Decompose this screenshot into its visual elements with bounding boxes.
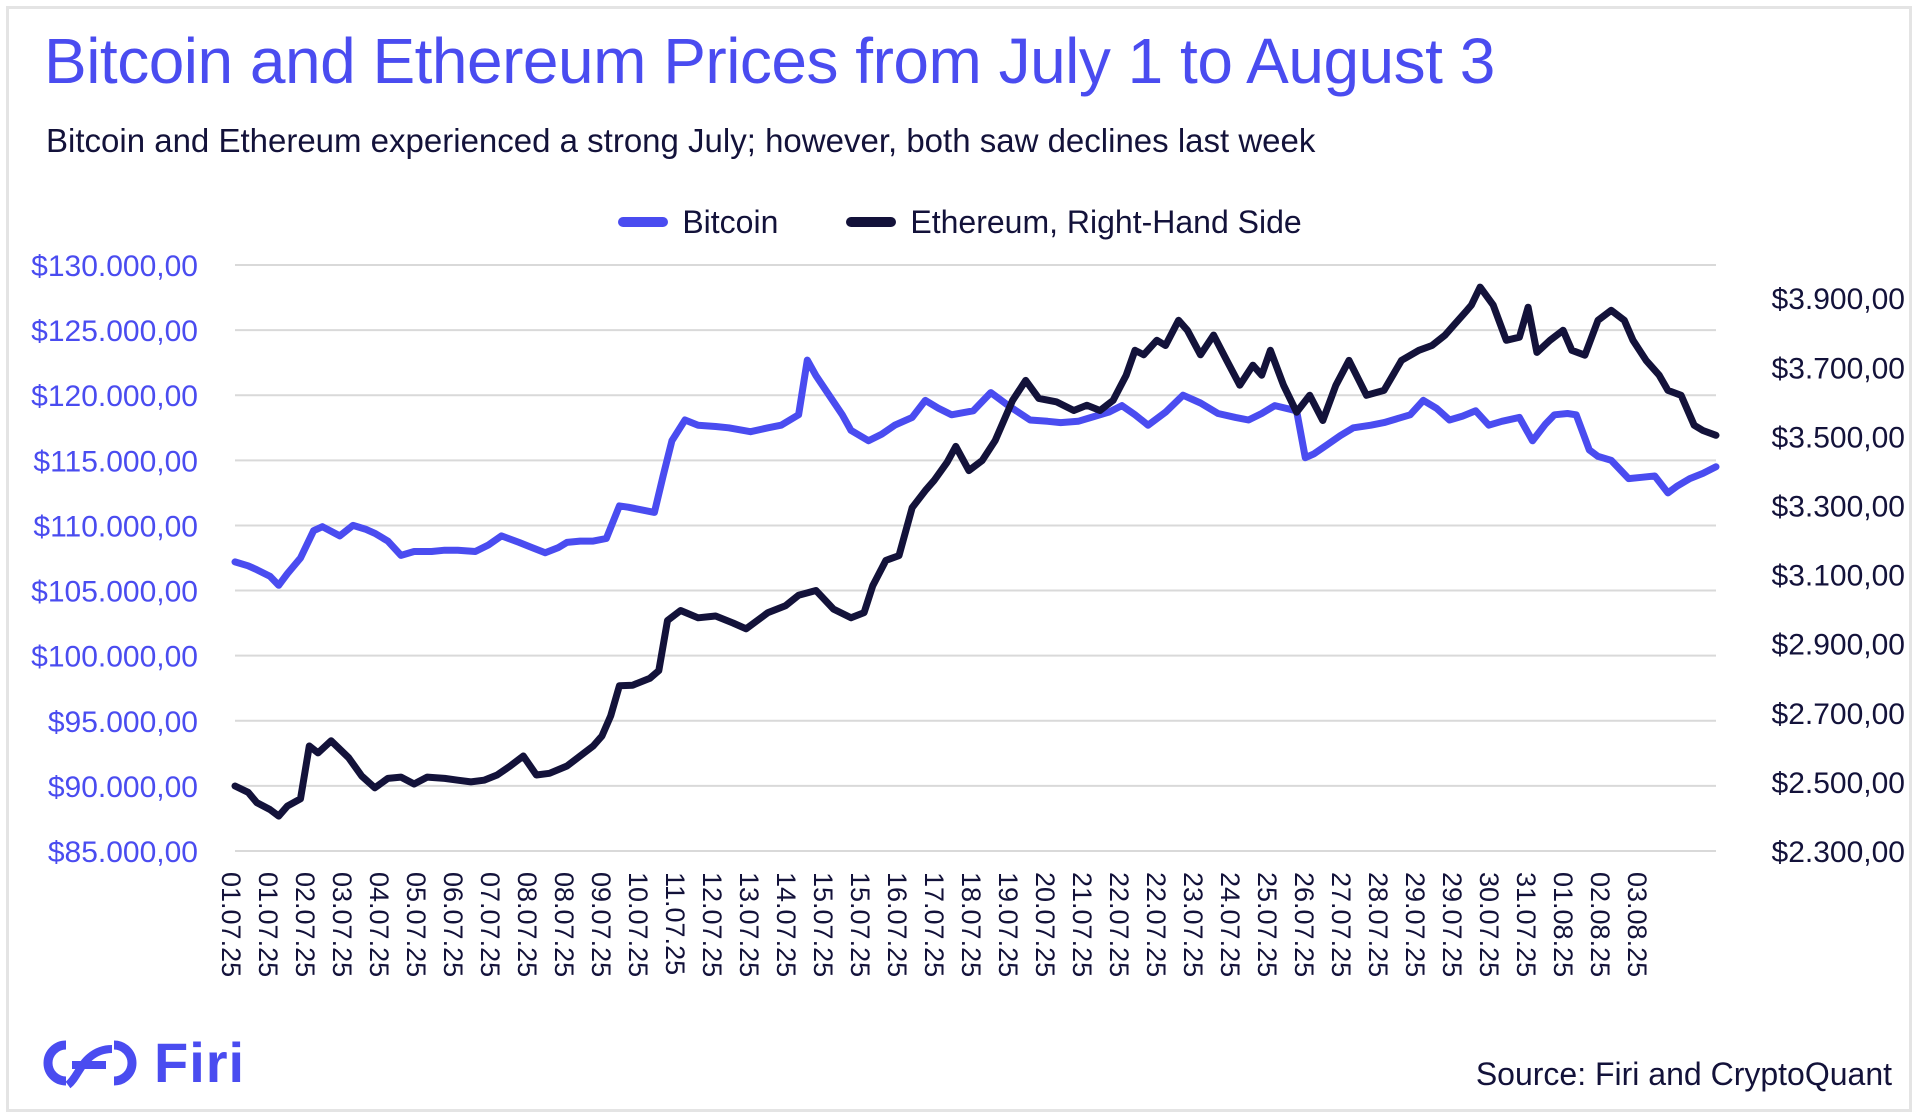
- y-right-tick-label: $3.500,00: [1772, 421, 1905, 454]
- x-tick-label: 20.07.25: [1030, 872, 1060, 977]
- x-tick-label: 31.07.25: [1511, 872, 1541, 977]
- x-tick-label: 22.07.25: [1104, 872, 1134, 977]
- y-axis-left: $85.000,00 $90.000,00 $95.000,00 $100.000,0…: [31, 250, 198, 869]
- x-tick-label: 03.07.25: [327, 872, 357, 977]
- x-tick-label: 03.08.25: [1622, 872, 1652, 977]
- x-tick-label: 05.07.25: [401, 872, 431, 977]
- x-tick-label: 11.07.25: [660, 872, 690, 975]
- y-left-tick-label: $85.000,00: [48, 836, 198, 869]
- firi-logo: Firi: [36, 1030, 245, 1095]
- source-note: Source: Firi and CryptoQuant: [1475, 1056, 1892, 1092]
- legend: Bitcoin Ethereum, Right-Hand Side: [0, 200, 1920, 244]
- y-right-tick-label: $2.900,00: [1772, 629, 1905, 662]
- x-tick-label: 02.07.25: [290, 872, 320, 977]
- firi-logo-text: Firi: [154, 1031, 246, 1094]
- y-left-tick-label: $115.000,00: [33, 445, 198, 478]
- bitcoin-line: [231, 356, 1720, 589]
- legend-label-bitcoin: Bitcoin: [682, 203, 779, 240]
- x-tick-label: 04.07.25: [364, 872, 394, 977]
- legend-label-ethereum: Ethereum, Right-Hand Side: [910, 203, 1302, 240]
- x-tick-label: 01.07.25: [253, 872, 283, 977]
- legend-item-bitcoin: Bitcoin: [618, 204, 778, 241]
- x-tick-label: 15.07.25: [808, 872, 838, 977]
- y-left-tick-label: $90.000,00: [48, 771, 198, 804]
- ethereum-line: [231, 283, 1720, 820]
- y-right-tick-label: $3.700,00: [1772, 352, 1905, 385]
- x-tick-label: 26.07.25: [1289, 872, 1319, 977]
- x-tick-label: 25.07.25: [1252, 872, 1282, 977]
- x-tick-label: 17.07.25: [919, 872, 949, 977]
- x-tick-label: 30.07.25: [1474, 872, 1504, 977]
- x-tick-label: 22.07.25: [1141, 872, 1171, 977]
- x-tick-label: 27.07.25: [1326, 872, 1356, 977]
- x-tick-label: 24.07.25: [1215, 872, 1245, 977]
- x-axis: 01.07.25 01.07.25 02.07.25 03.07.25 04.07.25…: [216, 872, 1652, 977]
- y-left-tick-label: $120.000,00: [31, 380, 198, 413]
- x-tick-label: 08.07.25: [512, 872, 542, 977]
- x-tick-label: 19.07.25: [993, 872, 1023, 977]
- x-tick-label: 18.07.25: [956, 872, 986, 977]
- y-axis-right: $2.300,00 $2.500,00 $2.700,00 $2.900,00 $3.1…: [1772, 283, 1905, 869]
- y-right-tick-label: $3.100,00: [1772, 560, 1905, 593]
- x-tick-label: 13.07.25: [734, 872, 764, 977]
- legend-swatch-bitcoin: [618, 217, 669, 227]
- x-tick-label: 29.07.25: [1400, 872, 1430, 977]
- y-left-tick-label: $125.000,00: [31, 315, 198, 348]
- legend-swatch-ethereum: [846, 217, 897, 227]
- y-right-tick-label: $2.700,00: [1772, 698, 1905, 731]
- y-right-tick-label: $2.500,00: [1772, 767, 1905, 800]
- y-right-tick-label: $3.300,00: [1772, 490, 1905, 523]
- x-tick-label: 16.07.25: [882, 872, 912, 977]
- y-left-tick-label: $100.000,00: [31, 641, 198, 674]
- y-left-tick-label: $130.000,00: [31, 250, 198, 283]
- y-right-tick-label: $2.300,00: [1772, 836, 1905, 869]
- x-tick-label: 01.08.25: [1548, 872, 1578, 977]
- legend-item-ethereum: Ethereum, Right-Hand Side: [846, 203, 1302, 241]
- x-tick-label: 21.07.25: [1067, 872, 1097, 977]
- y-left-tick-label: $105.000,00: [31, 576, 198, 609]
- x-tick-label: 14.07.25: [771, 872, 801, 977]
- x-tick-label: 07.07.25: [475, 872, 505, 977]
- firi-logo-icon: [43, 1040, 137, 1088]
- x-tick-label: 06.07.25: [438, 872, 468, 977]
- gridlines: [235, 264, 1716, 852]
- y-left-tick-label: $95.000,00: [48, 706, 198, 739]
- x-tick-label: 08.07.25: [549, 872, 579, 977]
- y-left-tick-label: $110.000,00: [33, 510, 198, 543]
- x-tick-label: 12.07.25: [697, 872, 727, 977]
- x-tick-label: 29.07.25: [1437, 872, 1467, 977]
- series-lines: [231, 283, 1720, 820]
- chart-title: Bitcoin and Ethereum Prices from July 1 …: [44, 25, 1495, 97]
- x-tick-label: 10.07.25: [623, 872, 653, 977]
- x-tick-label: 15.07.25: [845, 872, 875, 977]
- x-tick-label: 01.07.25: [216, 872, 246, 977]
- y-right-tick-label: $3.900,00: [1772, 283, 1905, 316]
- chart-subtitle: Bitcoin and Ethereum experienced a stron…: [46, 122, 1316, 159]
- x-tick-label: 09.07.25: [586, 872, 616, 977]
- chart-frame: [6, 6, 1912, 1112]
- x-tick-label: 28.07.25: [1363, 872, 1393, 977]
- x-tick-label: 02.08.25: [1585, 872, 1615, 977]
- x-tick-label: 23.07.25: [1178, 872, 1208, 977]
